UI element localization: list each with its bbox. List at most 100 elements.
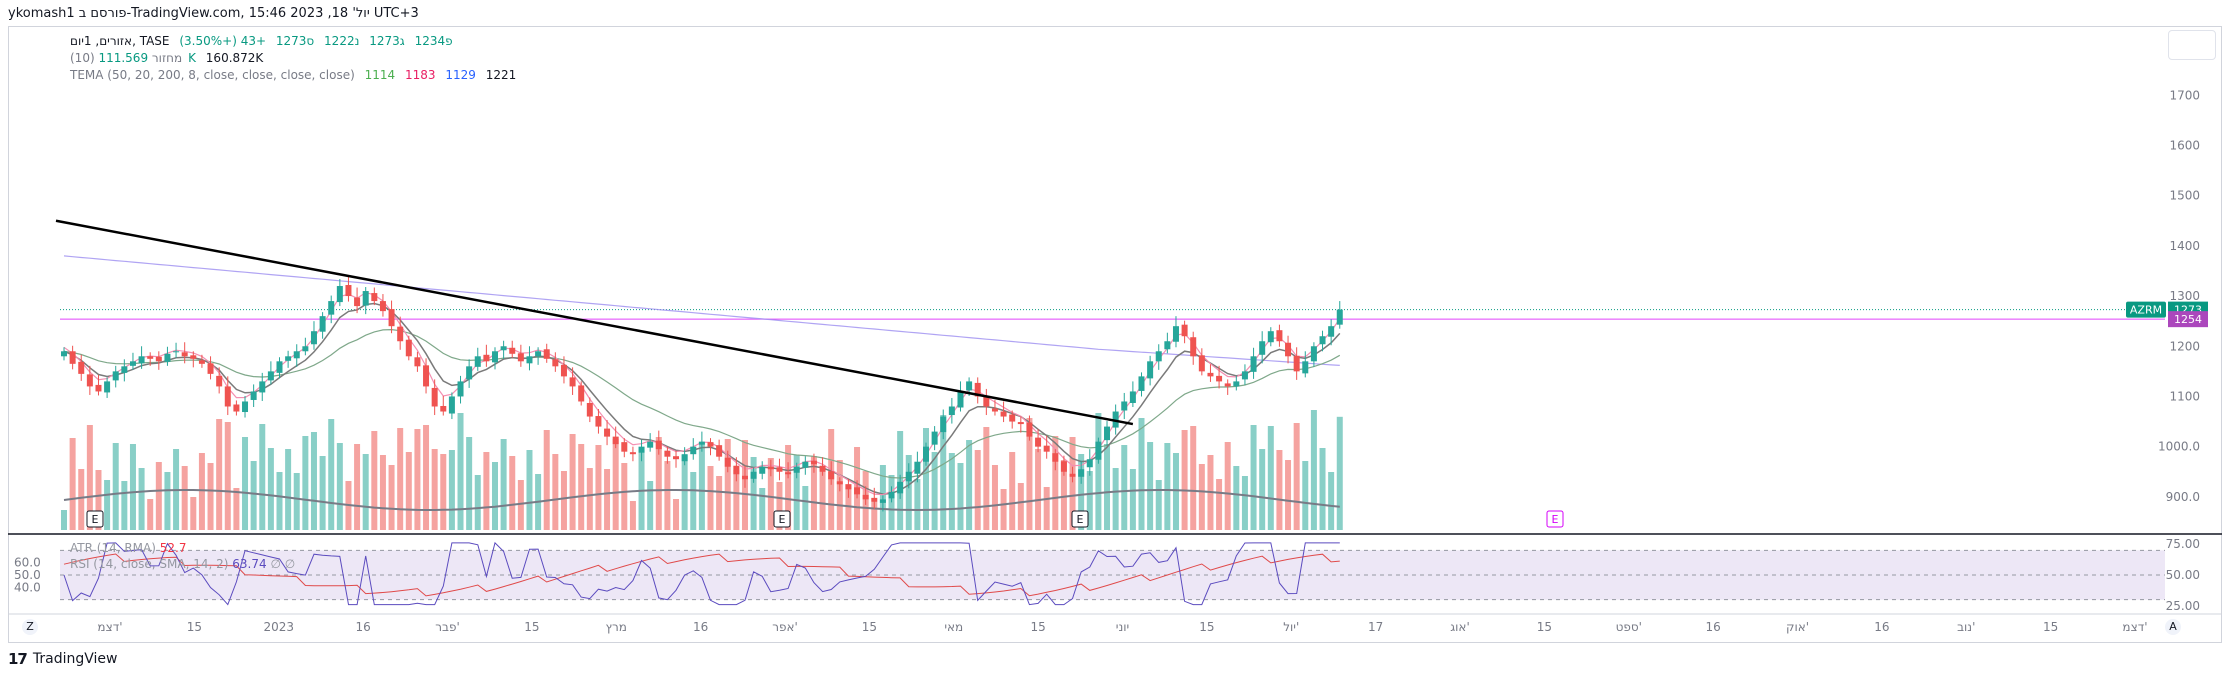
chart-settings-button[interactable] [2168, 30, 2216, 60]
volume-bar [1310, 410, 1317, 530]
candle-body [750, 471, 757, 479]
candle-body [61, 351, 67, 357]
candle-body [819, 465, 826, 472]
rsi-line [63, 541, 1340, 606]
volume-bar [923, 428, 929, 530]
price-tick-label: 1000.0 [2158, 440, 2200, 454]
price-tick-label: 1500 [2169, 189, 2200, 203]
candle-body [457, 381, 464, 397]
volume-bar [621, 463, 628, 530]
volume-bar [448, 450, 455, 530]
axis-left-button[interactable]: Z [22, 619, 38, 635]
volume-bar [319, 456, 326, 530]
candle-body [354, 297, 361, 307]
volume-bar [1328, 472, 1335, 530]
candle-body [302, 346, 309, 352]
volume-bar [293, 473, 300, 530]
legend-atr-name: ATR (14, RMA) [70, 541, 156, 555]
candle-body [233, 404, 240, 412]
candle-body [1155, 351, 1162, 362]
legend-open: פ1234 [414, 34, 453, 48]
volume-bar [1138, 418, 1145, 530]
time-tick-label: 16 [1705, 620, 1720, 634]
volume-bar [707, 466, 714, 530]
legend-atr: ATR (14, RMA) 52.7 [70, 541, 186, 555]
time-tick-label: 15 [1537, 620, 1552, 634]
volume-bar [1267, 426, 1274, 530]
volume-bar [1241, 476, 1248, 530]
candle-body [1276, 330, 1283, 342]
candle-body [69, 351, 76, 364]
candle-body [466, 366, 473, 380]
volume-bar [810, 456, 817, 530]
time-tick-label: ספט' [1616, 620, 1642, 634]
trendline [55, 219, 1134, 426]
volume-bar [414, 429, 421, 530]
candle-body [319, 316, 326, 332]
volume-bar [1078, 454, 1085, 530]
candle-body [923, 446, 929, 462]
time-tick-label: 15 [862, 620, 877, 634]
candle-body [897, 481, 904, 494]
candle-body [957, 391, 964, 408]
volume-bar [543, 430, 550, 530]
time-tick-label: 15 [1199, 620, 1214, 634]
candle-body [1035, 437, 1042, 447]
volume-bar [1302, 461, 1309, 530]
oscillator-tick-label: 25.00 [2166, 599, 2200, 613]
candle-body [250, 391, 257, 400]
legend-tema-v2: 1183 [404, 68, 436, 82]
axis-auto-button[interactable]: A [2165, 619, 2181, 635]
candle-body [414, 357, 421, 367]
price-tick-label: 1300 [2169, 289, 2200, 303]
volume-bar [86, 425, 93, 530]
atr-line [63, 553, 1340, 597]
tradingview-brand: 17 TradingView [8, 650, 117, 668]
candle-body [431, 387, 438, 407]
volume-bar [991, 465, 998, 530]
candle-body [905, 471, 912, 482]
volume-bar [974, 450, 981, 530]
volume-bar [629, 501, 636, 530]
volume-bar [716, 476, 723, 530]
candle-body [1241, 371, 1248, 380]
candle-body [181, 352, 188, 357]
candle-body [1259, 341, 1266, 355]
candle-body [198, 360, 205, 364]
candle-body [931, 431, 938, 445]
earnings-marker [773, 510, 791, 528]
candle-body [569, 377, 576, 387]
tema-mid-line [63, 328, 1341, 479]
candle-body [78, 361, 85, 374]
candle-body [1285, 342, 1292, 357]
candle-body [138, 356, 145, 364]
volume-bar [948, 453, 955, 530]
volume-bar [1319, 448, 1326, 530]
volume-bar [690, 472, 697, 530]
candle-body [647, 441, 654, 448]
volume-bar [500, 439, 507, 530]
candle-body [879, 499, 886, 503]
volume-bar [1190, 426, 1197, 530]
candle-body [259, 381, 266, 393]
volume-bar [1052, 436, 1059, 530]
price-tick-label: 1600 [2169, 138, 2200, 152]
volume-bar [905, 455, 912, 530]
candle-body [1181, 324, 1188, 337]
candle-body [664, 450, 671, 457]
candle-body [293, 351, 300, 359]
price-label: 1254 [2174, 313, 2202, 326]
candle-body [310, 331, 317, 345]
volume-bar [1121, 445, 1128, 530]
volume-bar [888, 475, 895, 530]
volume-bar [724, 439, 731, 530]
volume-bar [1086, 471, 1093, 530]
candle-body [767, 466, 774, 470]
candle-body [1052, 453, 1059, 462]
volume-bar [578, 444, 585, 530]
candle-body [95, 384, 102, 392]
volume-bar [474, 475, 481, 530]
price-tick-label: 1200 [2169, 339, 2200, 353]
candle-body [586, 402, 593, 417]
